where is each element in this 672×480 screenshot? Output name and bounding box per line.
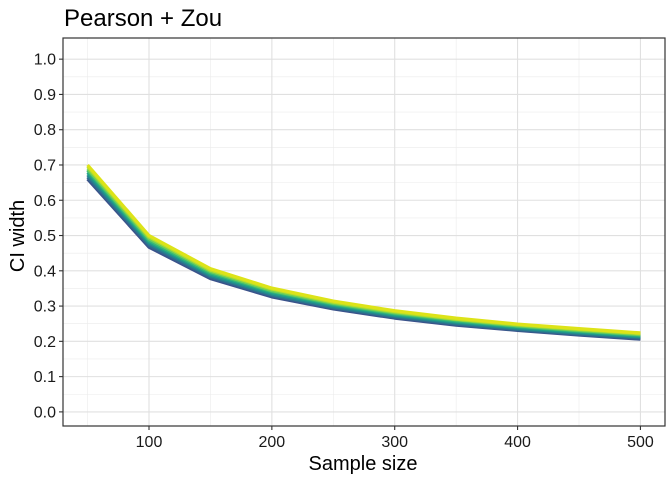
series-lines bbox=[86, 163, 641, 341]
panel-border bbox=[62, 37, 666, 427]
y-tick-label: 0.8 bbox=[34, 122, 56, 139]
y-axis: 0.0 0.1 0.2 0.3 0.4 0.5 0.6 0.7 0.8 0.9 1.0 bbox=[34, 52, 63, 421]
grid-minor bbox=[63, 38, 665, 426]
y-tick-label: 0.1 bbox=[34, 369, 56, 386]
y-tick-label: 0.9 bbox=[34, 87, 56, 104]
series-line-3 bbox=[86, 173, 641, 339]
x-tick-label: 100 bbox=[136, 434, 163, 451]
series-line-7 bbox=[86, 165, 641, 336]
chart-title: Pearson + Zou bbox=[64, 5, 222, 32]
y-tick-label: 0.0 bbox=[34, 404, 56, 421]
y-tick-label: 0.4 bbox=[34, 263, 56, 280]
x-tick-label: 200 bbox=[259, 434, 286, 451]
y-tick-label: 0.6 bbox=[34, 193, 56, 210]
x-tick-label: 500 bbox=[627, 434, 654, 451]
grid-major bbox=[63, 38, 665, 426]
x-tick-label: 300 bbox=[381, 434, 408, 451]
x-tick-label: 400 bbox=[504, 434, 531, 451]
y-tick-label: 0.3 bbox=[34, 299, 56, 316]
y-tick-label: 0.2 bbox=[34, 334, 56, 351]
y-tick-label: 0.7 bbox=[34, 157, 56, 174]
x-axis: 100 200 300 400 500 bbox=[136, 426, 654, 451]
series-line-1 bbox=[86, 178, 641, 341]
series-line-8 bbox=[86, 163, 641, 335]
y-tick-label: 1.0 bbox=[34, 52, 56, 69]
y-axis-title: CI width bbox=[7, 200, 29, 272]
x-axis-title: Sample size bbox=[309, 453, 418, 475]
y-tick-label: 0.5 bbox=[34, 228, 56, 245]
